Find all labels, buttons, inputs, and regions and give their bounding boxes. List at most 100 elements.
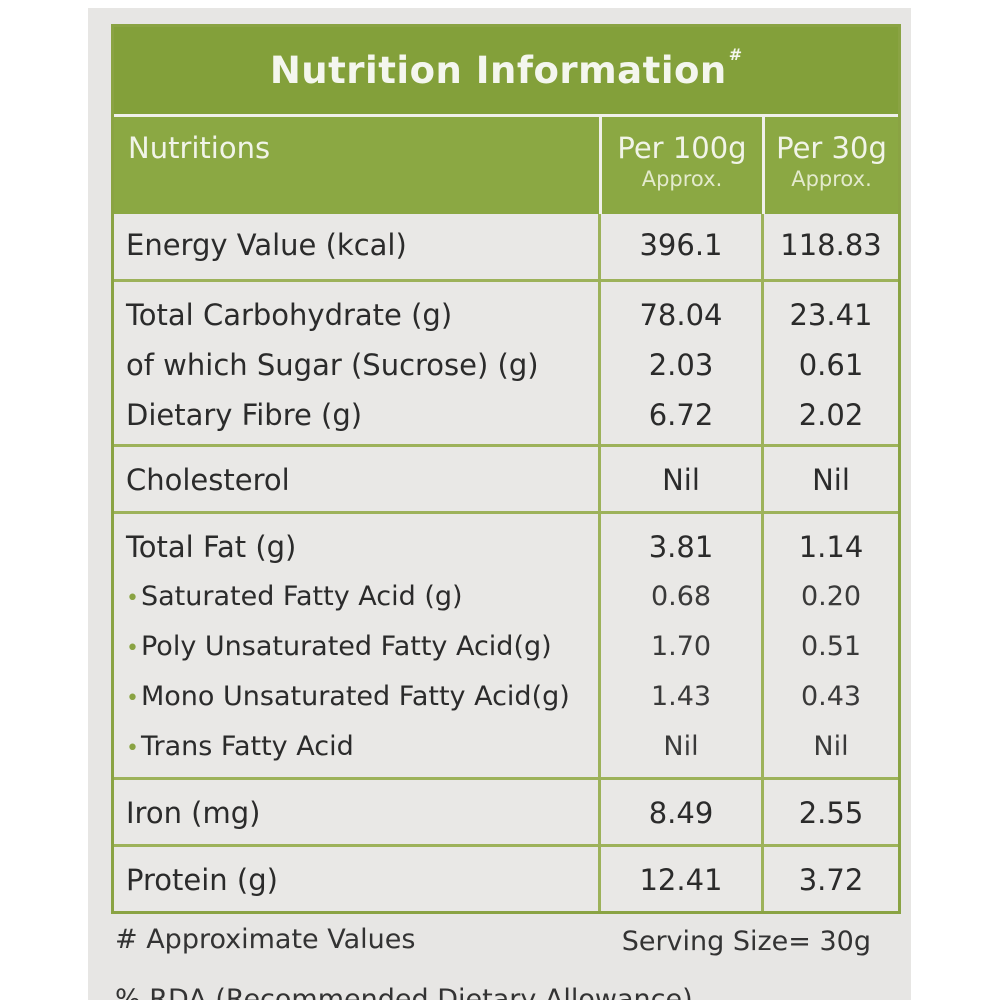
value-per-30g: 0.43 (800, 681, 862, 712)
value-per-30g: 1.14 (798, 530, 864, 564)
value-per-100g: 2.03 (648, 348, 714, 382)
row-group: Iron (mg) 8.49 2.55 (114, 777, 898, 844)
table-row: •Mono Unsaturated Fatty Acid(g) 1.43 0.43 (114, 672, 898, 722)
nutrition-table: Nutrition Information # Nutritions Per 1… (111, 24, 901, 914)
value-per-30g: Nil (812, 463, 850, 497)
nutrient-label: Energy Value (kcal) (126, 228, 407, 262)
value-per-100g: 8.49 (648, 796, 714, 830)
row-group: Protein (g) 12.41 3.72 (114, 844, 898, 911)
value-per-30g: 0.20 (800, 581, 862, 612)
table-row: •Saturated Fatty Acid (g) 0.68 0.20 (114, 572, 898, 622)
value-per-30g: 0.51 (800, 631, 862, 662)
value-per-30g: Nil (813, 731, 849, 762)
header-per-100g-label: Per 100g (617, 131, 747, 165)
row-group: Total Fat (g) 3.81 1.14 •Saturated Fatty Ac… (114, 511, 898, 777)
column-divider (761, 847, 764, 911)
bullet-icon: • (126, 686, 139, 711)
nutrient-label: Protein (g) (126, 863, 278, 897)
column-divider (761, 514, 764, 777)
nutrient-name: Protein (g) (126, 855, 278, 905)
value-per-30g: 3.72 (798, 863, 864, 897)
value-per-100g: Nil (663, 731, 699, 762)
header-per-30g-approx: Approx. (791, 167, 872, 191)
table-row: •Poly Unsaturated Fatty Acid(g) 1.70 0.51 (114, 622, 898, 672)
nutrient-name: •Saturated Fatty Acid (g) (126, 572, 463, 624)
nutrient-label: Total Carbohydrate (g) (126, 298, 453, 332)
value-per-30g: 2.02 (798, 398, 864, 432)
header-nutrient: Nutritions (128, 131, 271, 165)
table-row: Energy Value (kcal) 396.1 118.83 (114, 220, 898, 270)
table-body: Energy Value (kcal) 396.1 118.83 Total Carb… (114, 214, 898, 911)
nutrient-label: Total Fat (g) (126, 530, 297, 564)
nutrient-name: Energy Value (kcal) (126, 220, 407, 270)
nutrient-label: Dietary Fibre (g) (126, 398, 363, 432)
header-per-100g-approx: Approx. (641, 167, 723, 191)
row-group: Cholesterol Nil Nil (114, 444, 898, 511)
table-row: Total Fat (g) 3.81 1.14 (114, 522, 898, 572)
nutrient-name: •Poly Unsaturated Fatty Acid(g) (126, 622, 552, 674)
column-divider (598, 214, 601, 279)
nutrient-name: Iron (mg) (126, 788, 260, 838)
table-row: Total Carbohydrate (g) 78.04 23.41 (114, 290, 898, 340)
column-divider (598, 847, 601, 911)
header-row: Nutritions Per 100g Approx. Per 30g Appr… (114, 114, 898, 214)
value-per-100g: 1.43 (650, 681, 712, 712)
nutrient-label: of which Sugar (Sucrose) (g) (126, 348, 539, 382)
value-per-30g: 0.61 (798, 348, 864, 382)
nutrient-name: •Trans Fatty Acid (126, 722, 354, 774)
cropped-footnote-text: % RDA (Recommended Dietary Allowance) ..… (115, 984, 727, 1000)
nutrient-name: Cholesterol (126, 455, 290, 505)
nutrient-name: •Mono Unsaturated Fatty Acid(g) (126, 672, 570, 724)
value-per-100g: Nil (662, 463, 700, 497)
nutrient-name: Total Fat (g) (126, 522, 296, 572)
nutrient-label: Cholesterol (126, 463, 290, 497)
header-per-30g-label: Per 30g (776, 131, 887, 165)
bullet-icon: • (126, 586, 139, 611)
table-title: Nutrition Information (269, 49, 727, 92)
serving-size: Serving Size= 30g (621, 926, 871, 957)
column-divider (761, 447, 764, 511)
value-per-100g: 6.72 (648, 398, 714, 432)
nutrient-label: Iron (mg) (126, 796, 261, 830)
header-per-30g: Per 30g Approx. (762, 117, 898, 214)
bullet-icon: • (126, 736, 139, 761)
nutrient-name: of which Sugar (Sucrose) (g) (126, 340, 539, 390)
column-divider (598, 282, 601, 444)
value-per-100g: 1.70 (650, 631, 712, 662)
title-bar: Nutrition Information # (114, 27, 898, 114)
table-row: Protein (g) 12.41 3.72 (114, 855, 898, 905)
nutrient-name: Total Carbohydrate (g) (126, 290, 452, 340)
bullet-icon: • (126, 636, 139, 661)
nutrient-name: Dietary Fibre (g) (126, 390, 362, 440)
value-per-100g: 0.68 (650, 581, 712, 612)
footnote-approximate: # Approximate Values (115, 924, 416, 955)
value-per-100g: 3.81 (648, 530, 714, 564)
column-divider (598, 514, 601, 777)
row-group: Total Carbohydrate (g) 78.04 23.41 of which… (114, 279, 898, 444)
nutrient-label: Poly Unsaturated Fatty Acid(g) (140, 631, 552, 662)
cropped-footnote: % RDA (Recommended Dietary Allowance) ..… (111, 978, 901, 1000)
column-divider (761, 214, 764, 279)
column-divider (598, 780, 601, 844)
footer: # Approximate Values Serving Size= 30g (111, 920, 901, 964)
value-per-100g: 78.04 (639, 298, 723, 332)
nutrient-label: Saturated Fatty Acid (g) (140, 581, 463, 612)
value-per-100g: 396.1 (639, 228, 723, 262)
header-per-100g: Per 100g Approx. (599, 117, 762, 214)
nutrient-label: Mono Unsaturated Fatty Acid(g) (140, 681, 570, 712)
value-per-30g: 23.41 (789, 298, 873, 332)
column-divider (761, 780, 764, 844)
column-divider (598, 447, 601, 511)
title-footnote-mark: # (728, 45, 743, 64)
nutrient-label: Trans Fatty Acid (140, 731, 354, 762)
table-row: •Trans Fatty Acid Nil Nil (114, 722, 898, 772)
row-group: Energy Value (kcal) 396.1 118.83 (114, 214, 898, 279)
table-row: Dietary Fibre (g) 6.72 2.02 (114, 390, 898, 440)
table-row: Iron (mg) 8.49 2.55 (114, 788, 898, 838)
table-row: of which Sugar (Sucrose) (g) 2.03 0.61 (114, 340, 898, 390)
column-divider (761, 282, 764, 444)
value-per-30g: 118.83 (780, 228, 882, 262)
value-per-30g: 2.55 (798, 796, 864, 830)
value-per-100g: 12.41 (639, 863, 723, 897)
table-row: Cholesterol Nil Nil (114, 455, 898, 505)
